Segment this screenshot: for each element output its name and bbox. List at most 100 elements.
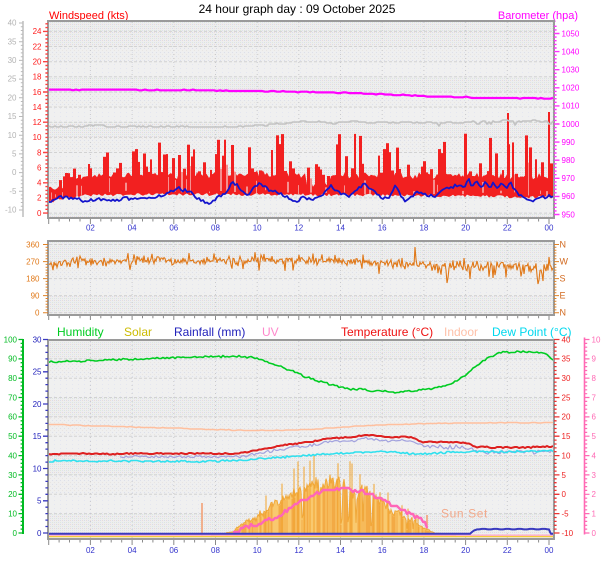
svg-text:1040: 1040 — [562, 47, 580, 56]
svg-text:2: 2 — [37, 194, 42, 203]
svg-text:02: 02 — [86, 546, 95, 555]
svg-text:14: 14 — [33, 103, 42, 112]
svg-text:12: 12 — [33, 118, 42, 127]
svg-text:08: 08 — [211, 546, 220, 555]
svg-text:10: 10 — [8, 509, 17, 518]
svg-text:18: 18 — [33, 73, 42, 82]
svg-text:12: 12 — [294, 224, 303, 233]
svg-text:Windspeed (kts): Windspeed (kts) — [49, 10, 128, 22]
svg-text:20: 20 — [562, 413, 571, 422]
svg-text:20: 20 — [33, 400, 42, 409]
svg-text:360: 360 — [26, 240, 40, 249]
svg-text:14: 14 — [336, 224, 345, 233]
svg-text:5: 5 — [12, 150, 17, 159]
svg-text:0: 0 — [37, 209, 42, 218]
svg-text:22: 22 — [503, 546, 512, 555]
svg-text:0: 0 — [37, 529, 42, 538]
svg-text:1000: 1000 — [562, 120, 580, 129]
svg-text:90: 90 — [31, 291, 40, 300]
svg-text:14: 14 — [336, 546, 345, 555]
svg-text:15: 15 — [562, 432, 571, 441]
svg-text:970: 970 — [562, 174, 576, 183]
svg-text:W: W — [560, 257, 569, 267]
svg-text:00: 00 — [545, 546, 554, 555]
svg-text:20: 20 — [33, 58, 42, 67]
svg-text:Dew Point (°C): Dew Point (°C) — [492, 325, 571, 339]
svg-text:50: 50 — [8, 432, 17, 441]
svg-text:15: 15 — [33, 432, 42, 441]
svg-text:1020: 1020 — [562, 84, 580, 93]
svg-text:20: 20 — [461, 546, 470, 555]
svg-text:S: S — [560, 274, 566, 284]
svg-text:4: 4 — [592, 451, 597, 460]
svg-text:40: 40 — [8, 451, 17, 460]
svg-text:18: 18 — [419, 546, 428, 555]
svg-text:30: 30 — [8, 471, 17, 480]
svg-text:80: 80 — [8, 374, 17, 383]
svg-text:Indoor: Indoor — [444, 325, 478, 339]
svg-text:08: 08 — [211, 224, 220, 233]
svg-text:Rainfall (mm): Rainfall (mm) — [174, 325, 245, 339]
svg-text:960: 960 — [562, 192, 576, 201]
svg-text:22: 22 — [33, 42, 42, 51]
svg-text:20: 20 — [461, 224, 470, 233]
svg-text:-10: -10 — [5, 206, 17, 215]
svg-text:00: 00 — [545, 224, 554, 233]
svg-text:30: 30 — [33, 335, 42, 344]
svg-text:E: E — [560, 291, 566, 301]
svg-text:8: 8 — [592, 374, 597, 383]
svg-text:06: 06 — [169, 224, 178, 233]
svg-text:12: 12 — [294, 546, 303, 555]
svg-text:16: 16 — [33, 88, 42, 97]
svg-text:100: 100 — [4, 335, 18, 344]
svg-text:-10: -10 — [562, 529, 574, 538]
svg-text:70: 70 — [8, 393, 17, 402]
svg-text:35: 35 — [8, 37, 17, 46]
svg-text:5: 5 — [562, 471, 567, 480]
svg-text:950: 950 — [562, 210, 576, 219]
svg-text:30: 30 — [562, 374, 571, 383]
svg-text:N: N — [560, 308, 567, 318]
svg-text:N: N — [560, 240, 567, 250]
svg-text:6: 6 — [592, 413, 597, 422]
svg-text:6: 6 — [37, 164, 42, 173]
svg-text:4: 4 — [37, 179, 42, 188]
svg-text:90: 90 — [8, 355, 17, 364]
svg-text:04: 04 — [128, 546, 137, 555]
svg-text:10: 10 — [8, 131, 17, 140]
svg-text:10: 10 — [33, 464, 42, 473]
svg-text:7: 7 — [592, 393, 597, 402]
svg-text:Humidity: Humidity — [57, 325, 104, 339]
svg-text:06: 06 — [169, 546, 178, 555]
svg-text:3: 3 — [592, 471, 597, 480]
svg-text:Temperature (°C): Temperature (°C) — [341, 325, 433, 339]
svg-text:0: 0 — [562, 490, 567, 499]
svg-text:0: 0 — [592, 529, 597, 538]
svg-text:16: 16 — [378, 224, 387, 233]
svg-text:5: 5 — [37, 497, 42, 506]
svg-text:0: 0 — [13, 529, 18, 538]
svg-text:10: 10 — [562, 451, 571, 460]
svg-text:180: 180 — [26, 274, 40, 283]
svg-text:8: 8 — [37, 148, 42, 157]
svg-text:16: 16 — [378, 546, 387, 555]
svg-text:270: 270 — [26, 257, 40, 266]
svg-text:2: 2 — [592, 490, 597, 499]
svg-text:1010: 1010 — [562, 102, 580, 111]
svg-text:5: 5 — [592, 432, 597, 441]
svg-text:0: 0 — [12, 168, 17, 177]
svg-text:24: 24 — [33, 27, 42, 36]
svg-text:24 hour graph day : 09 October: 24 hour graph day : 09 October 2025 — [199, 2, 396, 16]
svg-text:40: 40 — [562, 335, 571, 344]
svg-text:Solar: Solar — [124, 325, 152, 339]
svg-text:1050: 1050 — [562, 29, 580, 38]
svg-text:990: 990 — [562, 138, 576, 147]
svg-text:UV: UV — [262, 325, 279, 339]
svg-text:0: 0 — [35, 309, 40, 318]
svg-text:20: 20 — [8, 490, 17, 499]
svg-text:30: 30 — [8, 56, 17, 65]
svg-text:10: 10 — [253, 224, 262, 233]
svg-text:15: 15 — [8, 112, 17, 121]
svg-text:25: 25 — [33, 368, 42, 377]
svg-text:35: 35 — [562, 355, 571, 364]
